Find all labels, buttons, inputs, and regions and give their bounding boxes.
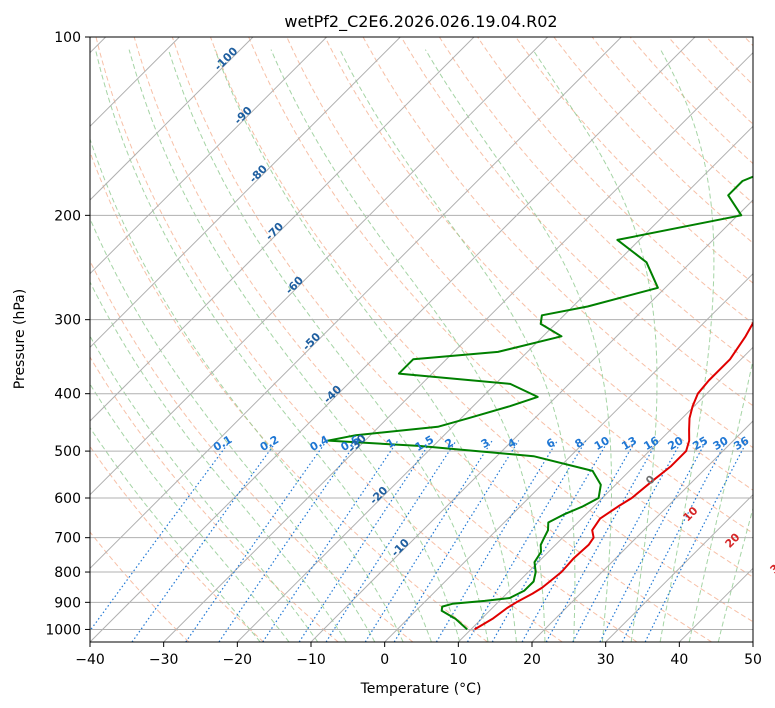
y-axis-title: Pressure (hPa) — [12, 289, 28, 389]
dry-adiabat — [286, 37, 753, 534]
dry-adiabat — [210, 37, 753, 623]
isotherm-line — [236, 125, 753, 642]
y-tick-label: 600 — [54, 491, 81, 507]
moist-adiabat — [90, 335, 319, 642]
dry-adiabat — [324, 37, 753, 491]
y-tick-label: 1000 — [45, 622, 81, 638]
chart-title: wetPf2_C2E6.2026.026.19.04.R02 — [284, 12, 557, 32]
dry-adiabat — [438, 37, 753, 366]
moist-adiabat — [339, 49, 576, 642]
dry-adiabat — [90, 356, 339, 642]
x-axis: −40 −30 −20 −10 0 10 20 30 40 50 — [75, 642, 762, 668]
mixing-ratio-line — [185, 440, 328, 642]
y-tick-label: 700 — [54, 531, 81, 547]
y-tick-label: 300 — [54, 313, 81, 329]
x-tick-label: −20 — [223, 652, 253, 668]
isotherm-line — [310, 199, 753, 642]
dry-adiabat — [171, 37, 712, 642]
x-tick-label: 30 — [597, 652, 615, 668]
x-tick-label: 50 — [744, 652, 762, 668]
mixing-ratio-line — [325, 440, 457, 642]
x-tick-label: −40 — [75, 652, 105, 668]
dry-adiabat — [477, 37, 753, 325]
isotherm-line — [90, 37, 401, 349]
isotherm-line — [90, 37, 622, 570]
moist-adiabat — [532, 49, 658, 642]
isotherm-line — [90, 37, 328, 275]
dry-adiabat — [90, 150, 488, 642]
moist-adiabat — [167, 49, 489, 642]
moist-adiabat — [688, 357, 753, 642]
moist-adiabat — [270, 49, 546, 642]
isotherm-line — [457, 346, 753, 642]
x-tick-label: 10 — [449, 652, 467, 668]
moist-adiabat-label: 30 — [768, 556, 775, 576]
mixing-ratio-line — [298, 440, 432, 642]
y-tick-label: 200 — [54, 208, 81, 224]
dry-adiabat — [591, 37, 753, 204]
mixing-ratio-line — [521, 440, 637, 642]
plot-frame — [89, 36, 754, 643]
y-tick-label: 500 — [54, 444, 81, 460]
y-tick-label: 900 — [54, 595, 81, 611]
moist-adiabat — [659, 49, 715, 642]
mixing-ratio-line — [131, 440, 278, 642]
isotherm-line — [90, 37, 254, 201]
isotherm-line — [163, 51, 753, 642]
mixing-ratio-line — [364, 440, 493, 642]
mixing-ratio-line — [545, 440, 659, 642]
dry-adiabat — [553, 37, 753, 244]
y-tick-label: 100 — [54, 30, 81, 46]
mixing-ratio-line — [90, 440, 231, 632]
moist-adiabat — [128, 49, 461, 642]
isotherm-line — [605, 493, 753, 642]
dry-adiabat — [133, 37, 638, 642]
y-tick-label: 400 — [54, 387, 81, 403]
plot-area — [90, 37, 753, 642]
x-axis-title: Temperature (°C) — [360, 681, 482, 697]
dry-adiabat — [400, 37, 753, 407]
x-tick-label: 0 — [380, 652, 389, 668]
y-tick-label: 800 — [54, 565, 81, 581]
mixing-ratio-line — [435, 440, 558, 642]
isotherm-line — [90, 37, 696, 642]
y-axis: 1000 900 800 700 600 500 400 300 200 100 — [45, 30, 90, 638]
mixing-ratio-line — [491, 440, 609, 642]
dry-adiabat — [95, 37, 563, 642]
mixing-ratio-line — [262, 440, 399, 642]
moist-adiabat — [90, 217, 376, 642]
mixing-ratio-line — [572, 440, 683, 642]
moist-adiabat — [717, 506, 753, 642]
dry-adiabat — [90, 531, 190, 642]
background-lines — [90, 37, 753, 642]
temperature-profile-line — [474, 321, 753, 631]
dry-adiabat — [90, 259, 414, 642]
dewpoint-profile-line — [327, 175, 753, 631]
isotherm-line — [384, 272, 753, 642]
isotherm-line — [90, 37, 549, 496]
moist-adiabat — [90, 137, 404, 642]
x-tick-label: −10 — [296, 652, 326, 668]
dry-adiabat — [248, 37, 753, 578]
x-tick-label: 40 — [670, 652, 688, 668]
mixing-ratio-line — [466, 440, 587, 642]
moist-adiabat — [95, 49, 432, 642]
mixing-ratio-line — [644, 440, 748, 642]
x-tick-label: −30 — [149, 652, 179, 668]
moist-adiabat — [214, 49, 517, 642]
mixing-ratio-line — [393, 440, 520, 642]
x-tick-label: 20 — [523, 652, 541, 668]
moist-adiabat — [90, 280, 347, 642]
series-lines — [327, 175, 753, 631]
isotherm-line — [90, 37, 475, 422]
isotherm-line — [531, 420, 753, 642]
